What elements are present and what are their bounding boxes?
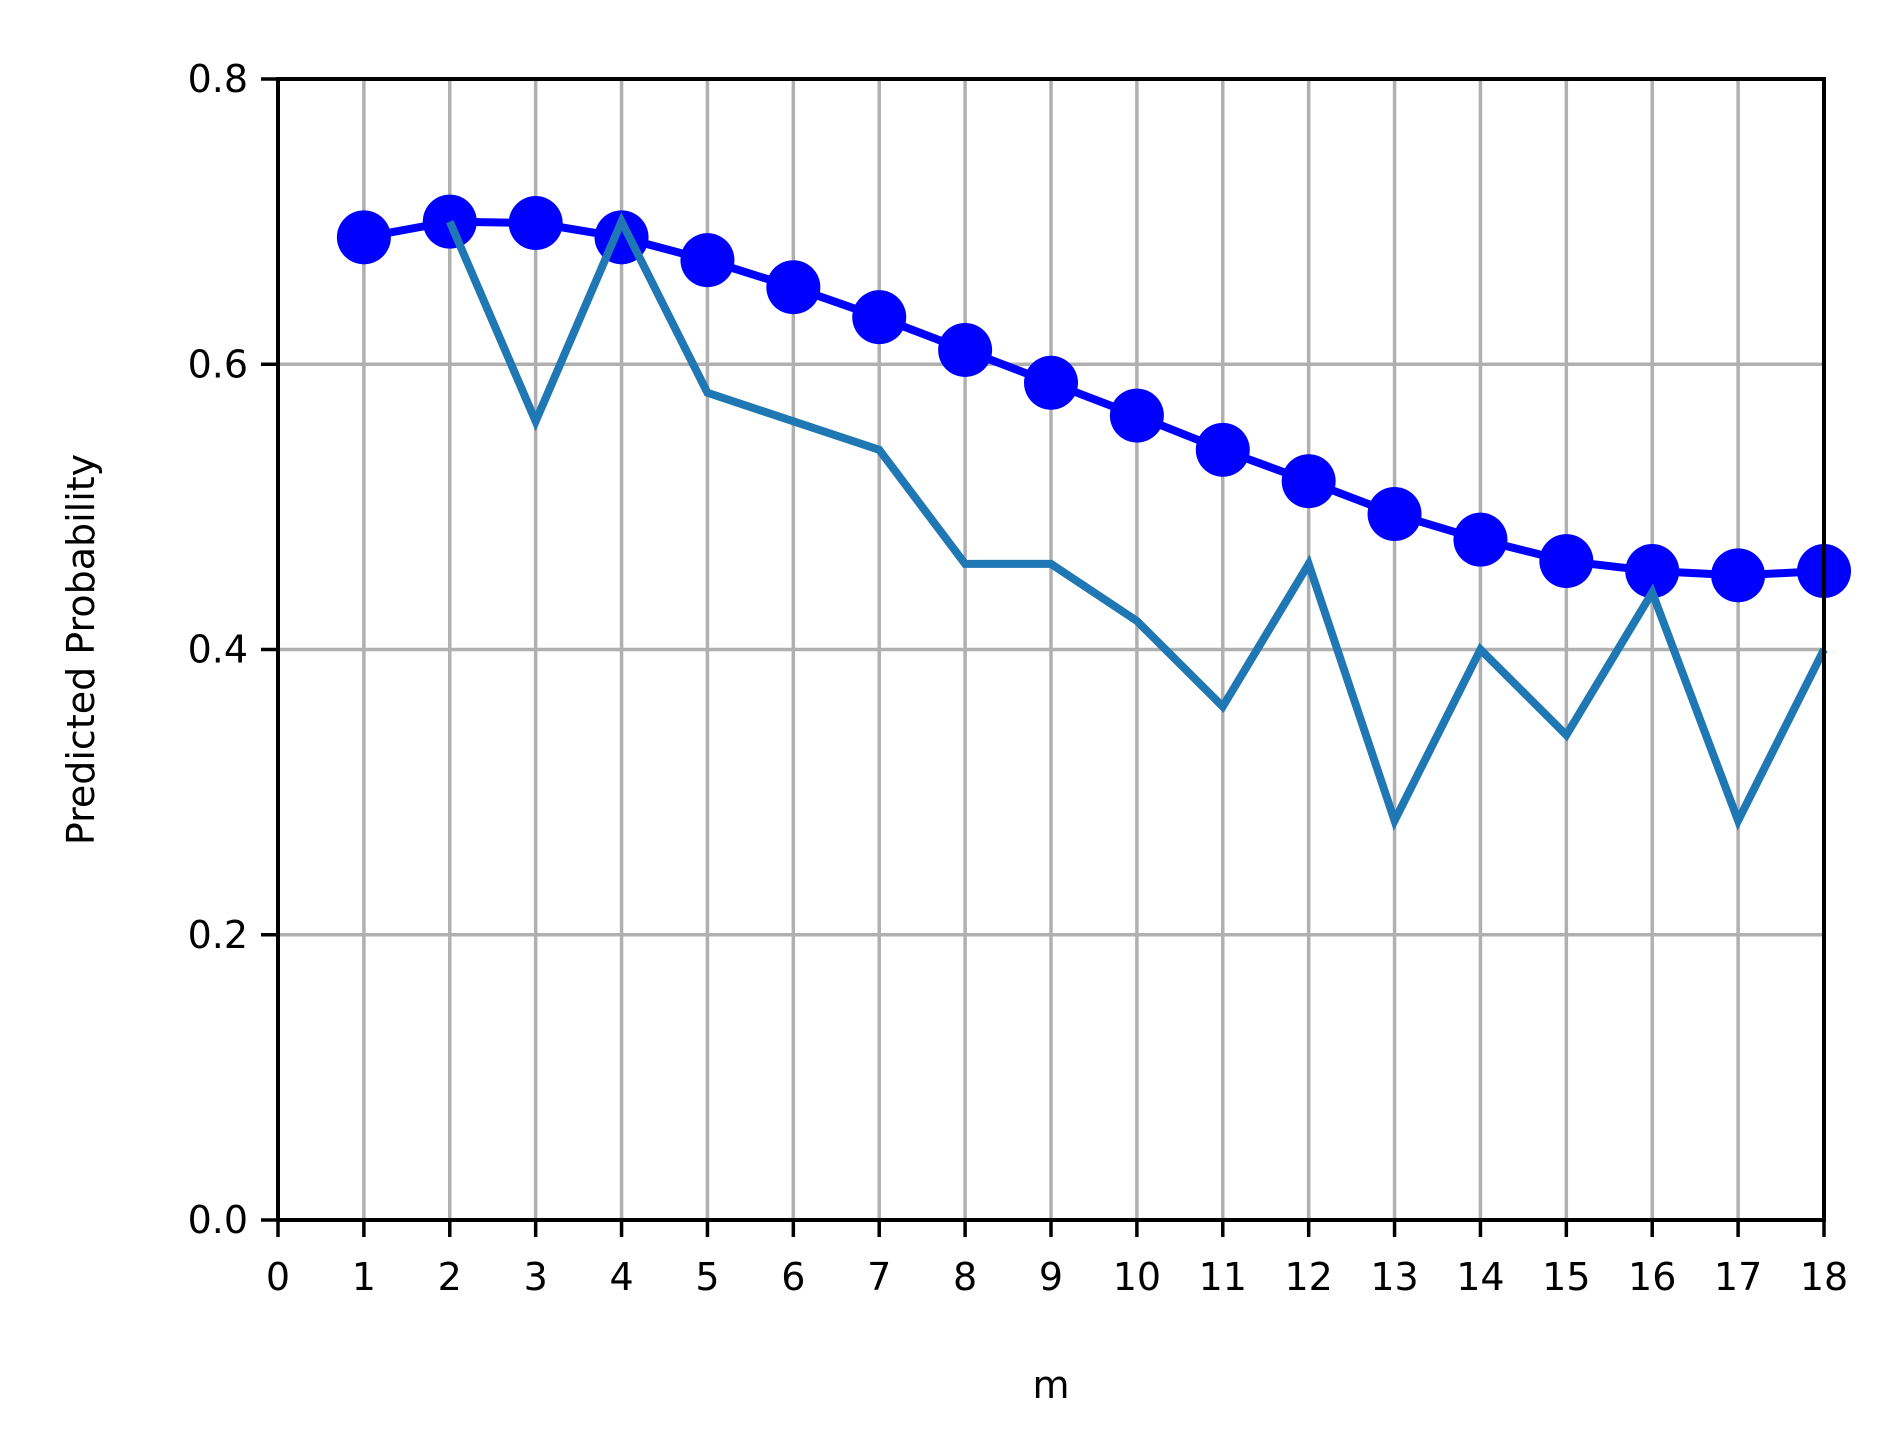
series-1-point — [1539, 534, 1594, 589]
x-tick-label: 11 — [1199, 1255, 1247, 1299]
series-1-point — [1453, 512, 1508, 567]
x-tick-label: 7 — [867, 1255, 891, 1299]
series-1-point — [938, 322, 993, 377]
x-tick-label: 4 — [609, 1255, 633, 1299]
series-1-point — [1281, 454, 1336, 509]
axis-ticks: 0 1 2 3 4 5 6 7 8 9 10 11 12 13 14 15 16 17 180.00.20.40.6… — [188, 57, 1849, 1299]
x-tick-label: 14 — [1456, 1255, 1504, 1299]
series-layer — [336, 194, 1851, 832]
x-tick-label: 0 — [266, 1255, 290, 1299]
x-tick-label: 16 — [1628, 1255, 1676, 1299]
grid-lines — [276, 77, 1826, 1222]
x-tick-label: 18 — [1800, 1255, 1848, 1299]
x-tick-label: 12 — [1284, 1255, 1332, 1299]
series-1-point — [1195, 422, 1250, 477]
x-tick-label: 5 — [695, 1255, 719, 1299]
x-tick-label: 1 — [352, 1255, 376, 1299]
x-tick-label: 6 — [781, 1255, 805, 1299]
series-1-point — [1109, 388, 1164, 443]
x-tick-label: 2 — [438, 1255, 462, 1299]
x-tick-label: 9 — [1039, 1255, 1063, 1299]
x-tick-label: 3 — [524, 1255, 548, 1299]
y-tick-label: 0.0 — [188, 1198, 248, 1242]
x-tick-label: 8 — [953, 1255, 977, 1299]
x-axis-label: m — [1032, 1363, 1069, 1407]
series-1-point — [1625, 544, 1680, 599]
series-2-line — [446, 212, 1828, 832]
series-2 — [446, 212, 1828, 832]
series-1-point — [852, 290, 907, 345]
series-1-point — [1024, 355, 1078, 410]
series-1-point — [508, 196, 563, 251]
y-tick-label: 0.4 — [188, 628, 248, 672]
x-tick-label: 10 — [1113, 1255, 1161, 1299]
y-tick-label: 0.8 — [188, 57, 248, 101]
y-tick-label: 0.6 — [188, 342, 248, 386]
series-1-point — [766, 260, 821, 315]
series-1-line — [363, 217, 1825, 580]
series-1-point — [336, 210, 391, 265]
x-tick-label: 17 — [1714, 1255, 1762, 1299]
y-axis-label: Predicted Probability — [59, 454, 103, 845]
x-tick-label: 15 — [1542, 1255, 1590, 1299]
series-1-point — [1367, 487, 1422, 542]
y-tick-label: 0.2 — [188, 913, 248, 957]
x-tick-label: 13 — [1370, 1255, 1418, 1299]
series-1 — [336, 194, 1851, 603]
series-1-point — [1711, 548, 1766, 603]
series-1-point — [680, 233, 735, 288]
